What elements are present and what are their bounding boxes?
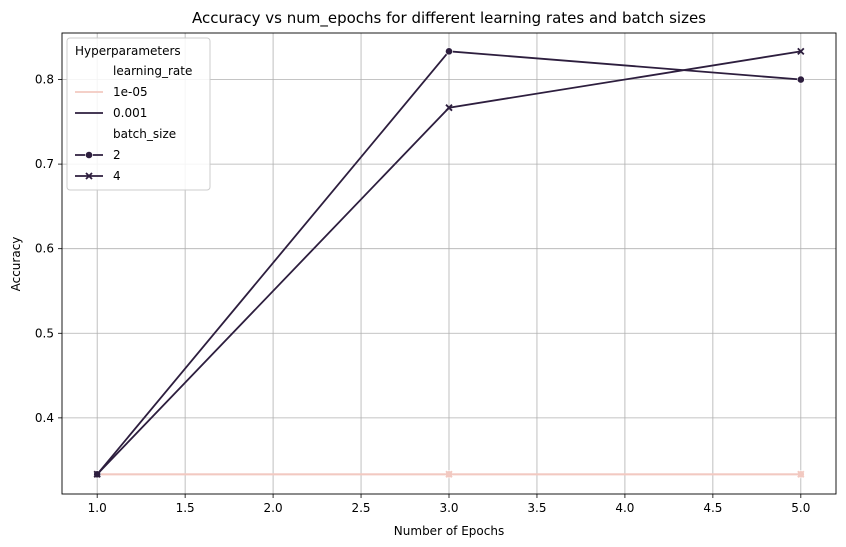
legend-marker	[85, 151, 93, 159]
x-tick-label: 5.0	[791, 501, 810, 515]
data-point	[797, 47, 805, 55]
data-point	[445, 470, 453, 478]
x-tick-label: 1.5	[176, 501, 195, 515]
grid	[62, 33, 836, 494]
chart-title: Accuracy vs num_epochs for different lea…	[192, 9, 706, 28]
y-tick-label: 0.4	[35, 411, 54, 425]
data-point	[445, 104, 453, 112]
legend-entry-label: 1e-05	[113, 85, 148, 99]
legend-entry-label: 4	[113, 169, 121, 183]
legend-group-header: learning_rate	[113, 64, 192, 78]
x-tick-label: 2.5	[351, 501, 370, 515]
x-axis-label: Number of Epochs	[394, 524, 504, 538]
data-point	[93, 470, 101, 478]
data-point	[796, 75, 805, 84]
x-tick-label: 4.5	[703, 501, 722, 515]
y-tick-label: 0.5	[35, 326, 54, 340]
legend-entry-label: 2	[113, 148, 121, 162]
x-tick-label: 1.0	[88, 501, 107, 515]
y-tick-label: 0.6	[35, 242, 54, 256]
legend-entry-label: 0.001	[113, 106, 147, 120]
x-tick-label: 3.5	[527, 501, 546, 515]
data-point	[445, 47, 453, 56]
series-layer	[93, 47, 805, 479]
legend: Hyperparameters learning_rate 1e-05 0.001 ba…	[66, 37, 211, 191]
legend-group-header: batch_size	[113, 127, 176, 141]
data-point	[797, 470, 805, 478]
legend-title: Hyperparameters	[75, 44, 181, 58]
x-tick-label: 3.0	[439, 501, 458, 515]
y-axis-label: Accuracy	[9, 237, 23, 292]
y-tick-label: 0.7	[35, 157, 54, 171]
legend-marker	[85, 172, 93, 180]
axis-ticks: 1.0 1.5 2.0 2.5 3.0 3.5 4.0 4.5 5.0 0.4 0.5 0.6 0.7 0…	[35, 73, 810, 515]
x-tick-label: 4.0	[615, 501, 634, 515]
y-tick-label: 0.8	[35, 73, 54, 87]
x-tick-label: 2.0	[264, 501, 283, 515]
legend-box	[66, 37, 211, 191]
series-lr-0.001-bs-4	[93, 47, 805, 478]
